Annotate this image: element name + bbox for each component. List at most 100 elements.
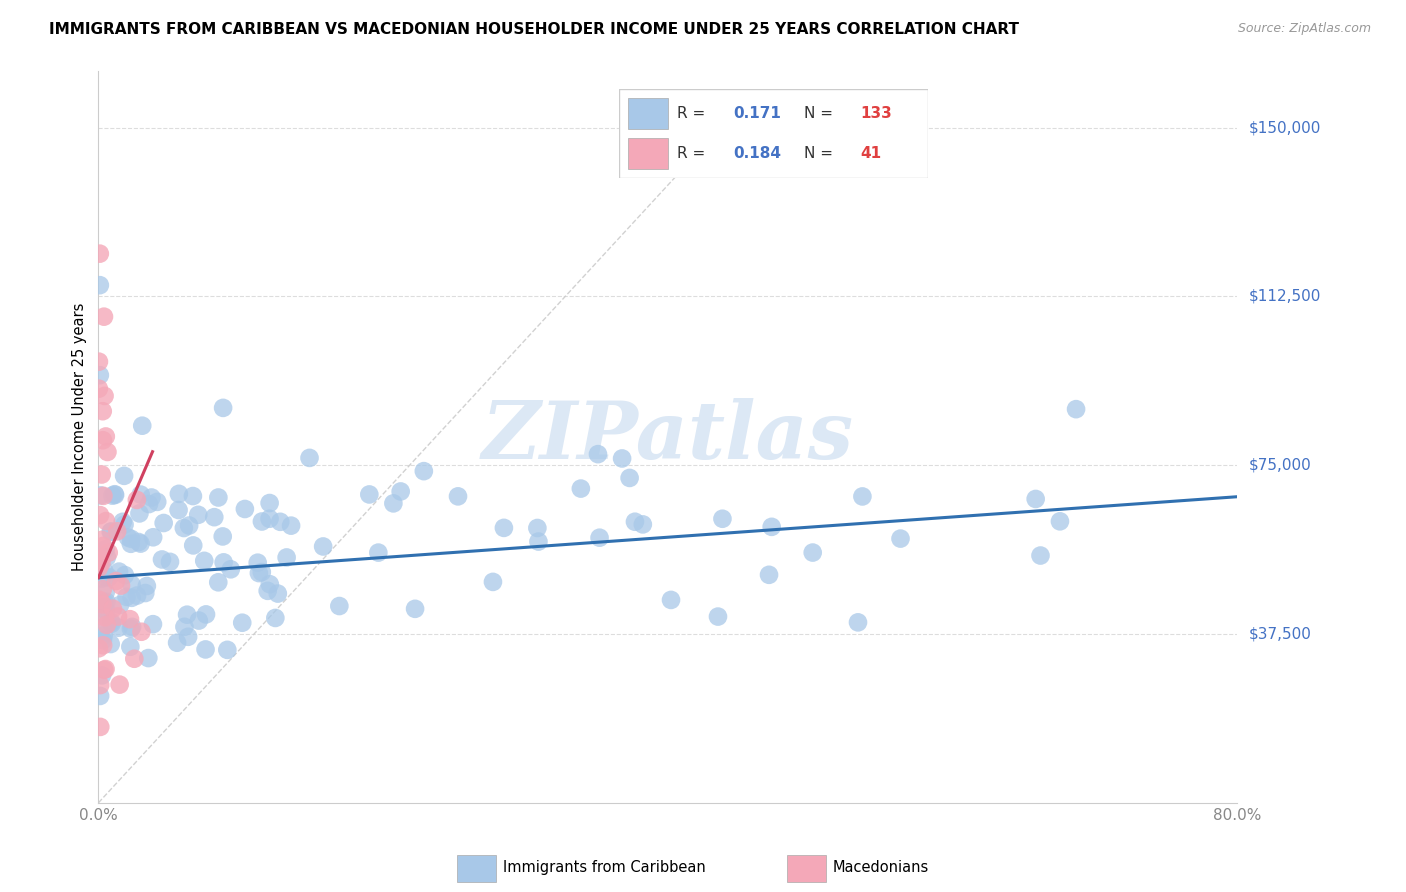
Point <box>167 503 190 517</box>
Text: 0.184: 0.184 <box>733 146 782 161</box>
Point <box>87 382 110 396</box>
Point <box>105 524 128 539</box>
Point <box>359 487 381 501</box>
Point <box>250 565 273 579</box>
Text: R =: R = <box>678 146 710 161</box>
Point <box>108 678 131 692</box>
Bar <box>628 138 668 169</box>
Text: Immigrants from Caribbean: Immigrants from Caribbean <box>503 860 706 875</box>
Point <box>129 487 152 501</box>
Point <box>94 610 117 624</box>
Point <box>173 521 195 535</box>
Point <box>110 579 132 593</box>
Point <box>1049 514 1071 528</box>
Point <box>107 621 129 635</box>
Point <box>586 447 609 461</box>
Point <box>87 561 110 575</box>
Point <box>89 593 111 607</box>
Point <box>588 531 610 545</box>
Point <box>801 545 824 559</box>
Point <box>89 552 111 566</box>
Point <box>250 515 273 529</box>
Point <box>276 550 298 565</box>
Point <box>138 651 160 665</box>
Point <box>93 564 115 578</box>
Point <box>177 630 200 644</box>
Bar <box>787 855 827 881</box>
Point <box>94 514 117 528</box>
Point <box>96 604 118 618</box>
Point <box>176 607 198 622</box>
Point <box>91 638 114 652</box>
Point <box>569 482 592 496</box>
Point <box>389 484 412 499</box>
Point <box>146 495 169 509</box>
Point <box>128 535 150 549</box>
Point <box>94 570 117 584</box>
Point <box>492 521 515 535</box>
Point <box>96 595 118 609</box>
Point <box>233 502 256 516</box>
Point <box>100 524 122 539</box>
Point <box>108 598 131 612</box>
Bar <box>628 98 668 129</box>
Point <box>114 517 136 532</box>
Point <box>131 624 153 639</box>
Text: N =: N = <box>804 106 838 121</box>
Point <box>889 532 911 546</box>
Text: N =: N = <box>804 146 838 161</box>
Point <box>758 567 780 582</box>
Point <box>707 609 730 624</box>
Point <box>89 368 111 383</box>
Point <box>298 450 321 465</box>
Point <box>1025 491 1047 506</box>
FancyBboxPatch shape <box>619 89 928 178</box>
Point <box>91 582 114 597</box>
Text: Source: ZipAtlas.com: Source: ZipAtlas.com <box>1237 22 1371 36</box>
Point <box>97 546 120 560</box>
Point <box>246 556 269 570</box>
Point <box>181 489 204 503</box>
Point <box>328 599 350 613</box>
Point <box>91 598 114 612</box>
Point <box>93 489 115 503</box>
Point <box>115 590 138 604</box>
Point <box>89 678 111 692</box>
Point <box>87 641 110 656</box>
Point <box>179 518 201 533</box>
Point <box>187 508 209 522</box>
Point <box>382 496 405 510</box>
Text: Macedonians: Macedonians <box>832 860 929 875</box>
Point <box>121 620 143 634</box>
Point <box>96 618 118 632</box>
Point <box>173 620 195 634</box>
Point <box>207 575 229 590</box>
Point <box>91 533 114 547</box>
Point <box>93 389 115 403</box>
Text: 41: 41 <box>860 146 882 161</box>
Point <box>93 310 115 324</box>
Point <box>94 542 117 557</box>
Point <box>181 538 204 552</box>
Point <box>89 689 111 703</box>
Point <box>104 488 127 502</box>
Point <box>87 354 110 368</box>
Point <box>89 246 111 260</box>
Point <box>851 490 873 504</box>
Point <box>150 552 173 566</box>
Point <box>117 530 139 544</box>
Text: $75,000: $75,000 <box>1249 458 1312 473</box>
Point <box>142 530 165 544</box>
Point <box>120 640 142 654</box>
Point <box>120 537 142 551</box>
Point <box>121 591 143 605</box>
Point <box>404 602 426 616</box>
Point <box>259 496 281 510</box>
Point <box>624 515 647 529</box>
Point <box>105 574 128 588</box>
Point <box>90 625 112 640</box>
Point <box>610 451 633 466</box>
Point <box>94 662 117 676</box>
Point <box>94 429 117 443</box>
Text: ZIPatlas: ZIPatlas <box>482 399 853 475</box>
